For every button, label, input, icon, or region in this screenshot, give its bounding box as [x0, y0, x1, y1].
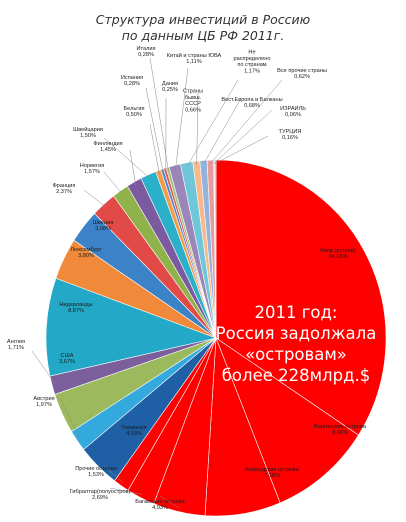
slice-10: [45, 277, 218, 377]
slice-label-12: Швеция 3,08%: [93, 220, 114, 232]
overlay-line-2: Россия задолжала: [215, 324, 377, 343]
leader-line-18: [145, 87, 164, 173]
slice-label-5: Прочие острова 1,53%: [75, 466, 117, 478]
leader-line-25: [210, 79, 283, 164]
slice-label-9: Англия 1,71%: [7, 339, 25, 351]
overlay-line-3: «островам»: [245, 345, 347, 364]
leader-lines: [31, 57, 283, 509]
slice-label-18: Испания 0,28%: [121, 75, 143, 87]
slice-label-6: Германия 4,03%: [121, 425, 146, 437]
leader-line-3: [159, 495, 180, 509]
leader-line-22: [186, 79, 239, 167]
slice-label-11: Люксембург 3,80%: [70, 247, 101, 259]
overlay-annotation: 2011 год: Россия задолжала «островам» бо…: [196, 302, 396, 386]
slice-label-14: Норвегия 1,57%: [80, 163, 104, 175]
slice-0: [215, 159, 387, 436]
slice-label-15: Финляндия 1,45%: [93, 141, 122, 153]
leader-line-24: [203, 99, 241, 165]
slice-label-8: США 3,67%: [59, 353, 75, 365]
chart-title-line-1: Структура инвестиций в Россию: [95, 12, 311, 27]
pie-slices: [45, 159, 387, 517]
slice-label-16: Швейцария 1,50%: [73, 126, 103, 139]
slice-label-20: Италия 0,28%: [136, 46, 155, 58]
slice-label-1: Виргинские острова 9,66%: [314, 424, 367, 436]
slice-labels: Кипр (остров) 34,16% Виргинские острова 9,6…: [7, 46, 367, 511]
slice-label-3: Багамские острова 4,93%: [135, 499, 185, 511]
leader-line-13: [83, 189, 107, 208]
leader-line-23: [196, 91, 199, 165]
leader-line-20: [149, 57, 169, 171]
slice-label-10: Нидерланды 8,87%: [59, 302, 92, 314]
slice-label-0: Кипр (остров) 34,16%: [320, 248, 356, 260]
leader-line-27: [215, 135, 269, 164]
leader-line-17: [149, 123, 160, 175]
leader-line-26: [213, 109, 273, 164]
leader-line-9: [31, 350, 56, 385]
slice-label-21: Китай и страны ЮВА 1,11%: [167, 52, 222, 65]
leader-line-16: [103, 137, 150, 179]
chart-title-line-2: по данным ЦБ РФ 2011г.: [121, 28, 285, 43]
slice-label-25: Все прочие страны 0,62%: [277, 68, 327, 80]
slice-label-22: Не распределено по странам 1,17%: [234, 49, 271, 74]
slice-label-19: Дания 0,25%: [162, 81, 178, 93]
leader-line-5: [103, 465, 124, 483]
slice-label-17: Бельгия 0,50%: [124, 106, 145, 118]
slice-label-13: Франция 2,37%: [53, 183, 76, 195]
overlay-line-4: более 228млрд.$: [221, 366, 371, 385]
slice-label-7: Австрия 1,97%: [33, 396, 54, 408]
leader-line-15: [129, 149, 136, 186]
slice-label-4: Гибралтар(полуостров) 2,69%: [70, 489, 131, 501]
slice-1: [215, 337, 359, 504]
slice-label-27: ТУРЦИЯ 0,16%: [279, 129, 302, 141]
leader-line-14: [103, 171, 123, 194]
slice-label-2: Бермудские острова 7,18%: [245, 467, 299, 479]
slice-label-26: ИЗРАИЛЬ 0,06%: [280, 106, 306, 118]
leader-line-7: [59, 397, 81, 439]
slice-label-23: Страны бывш. СССР 0,66%: [183, 88, 203, 113]
slice-label-24: Вост.Европа и Балканы 0,68%: [221, 97, 282, 109]
slice-27: [213, 159, 217, 339]
leader-line-21: [175, 67, 189, 169]
leader-line-4: [109, 487, 143, 495]
overlay-line-1: 2011 год:: [254, 303, 338, 322]
